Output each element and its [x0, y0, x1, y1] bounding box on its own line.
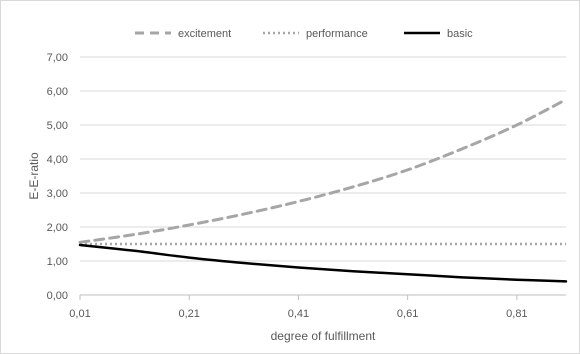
x-axis-title: degree of fulfillment — [271, 329, 376, 343]
legend-label-performance: performance — [306, 28, 368, 40]
y-tick-label: 3,00 — [47, 188, 68, 200]
series-lines — [78, 98, 568, 283]
y-tick-label: 0,00 — [47, 290, 68, 302]
y-tick-label: 4,00 — [47, 154, 68, 166]
legend: excitement performance basic — [135, 28, 473, 40]
legend-label-excitement: excitement — [178, 28, 231, 40]
x-tick-label: 0,41 — [288, 308, 309, 320]
y-tick-label: 6,00 — [47, 86, 68, 98]
x-tick-label: 0,61 — [397, 308, 418, 320]
x-axis-ticks: 0,01 0,21 0,41 0,61 0,81 — [69, 295, 528, 320]
gridlines — [80, 56, 566, 262]
series-line-excitement — [78, 98, 568, 244]
x-tick-label: 0,81 — [506, 308, 527, 320]
y-axis-title: E-E-ratio — [27, 152, 41, 200]
series-line-basic — [78, 243, 568, 283]
y-tick-label: 7,00 — [47, 52, 68, 64]
y-tick-label: 5,00 — [47, 120, 68, 132]
x-tick-label: 0,01 — [69, 308, 90, 320]
legend-label-basic: basic — [447, 28, 473, 40]
y-axis-ticks: 0,00 1,00 2,00 3,00 4,00 5,00 6,00 7,00 — [47, 52, 68, 302]
y-tick-label: 2,00 — [47, 222, 68, 234]
y-tick-label: 1,00 — [47, 256, 68, 268]
x-tick-label: 0,21 — [179, 308, 200, 320]
